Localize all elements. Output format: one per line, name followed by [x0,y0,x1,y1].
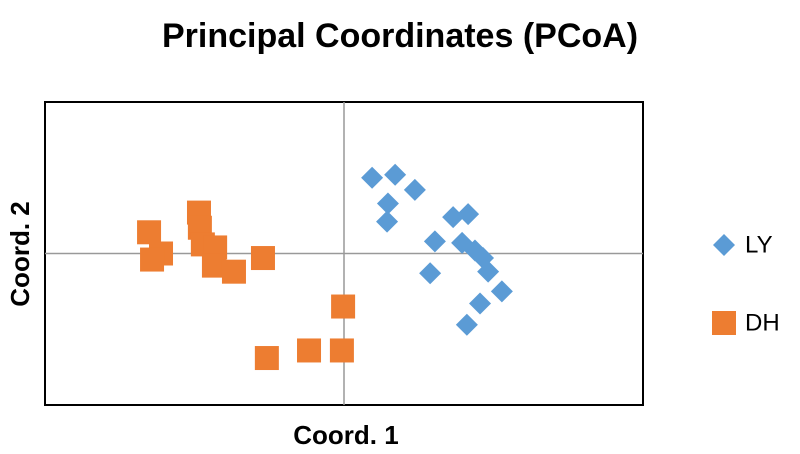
point [376,192,399,215]
point [329,338,354,363]
y-axis-label: Coord. 2 [5,201,35,306]
point [423,230,446,253]
x-axis-label: Coord. 1 [293,420,398,450]
point [221,259,246,284]
point [403,178,426,201]
point [361,166,384,189]
point [457,203,480,226]
legend-marker [713,234,735,256]
point [376,210,399,233]
point [137,220,162,245]
point [254,346,279,371]
point [442,206,465,229]
legend-label: DH [745,309,780,336]
point [477,260,500,283]
point [140,247,165,272]
point [469,292,492,315]
point [384,163,407,186]
legend-label: LY [745,231,773,258]
chart-title: Principal Coordinates (PCoA) [162,17,638,55]
point [455,313,478,336]
point [297,338,322,363]
point [201,253,226,278]
point [250,246,275,271]
legend-marker [712,311,736,335]
point [419,262,442,285]
point [331,294,356,319]
point [490,280,513,303]
